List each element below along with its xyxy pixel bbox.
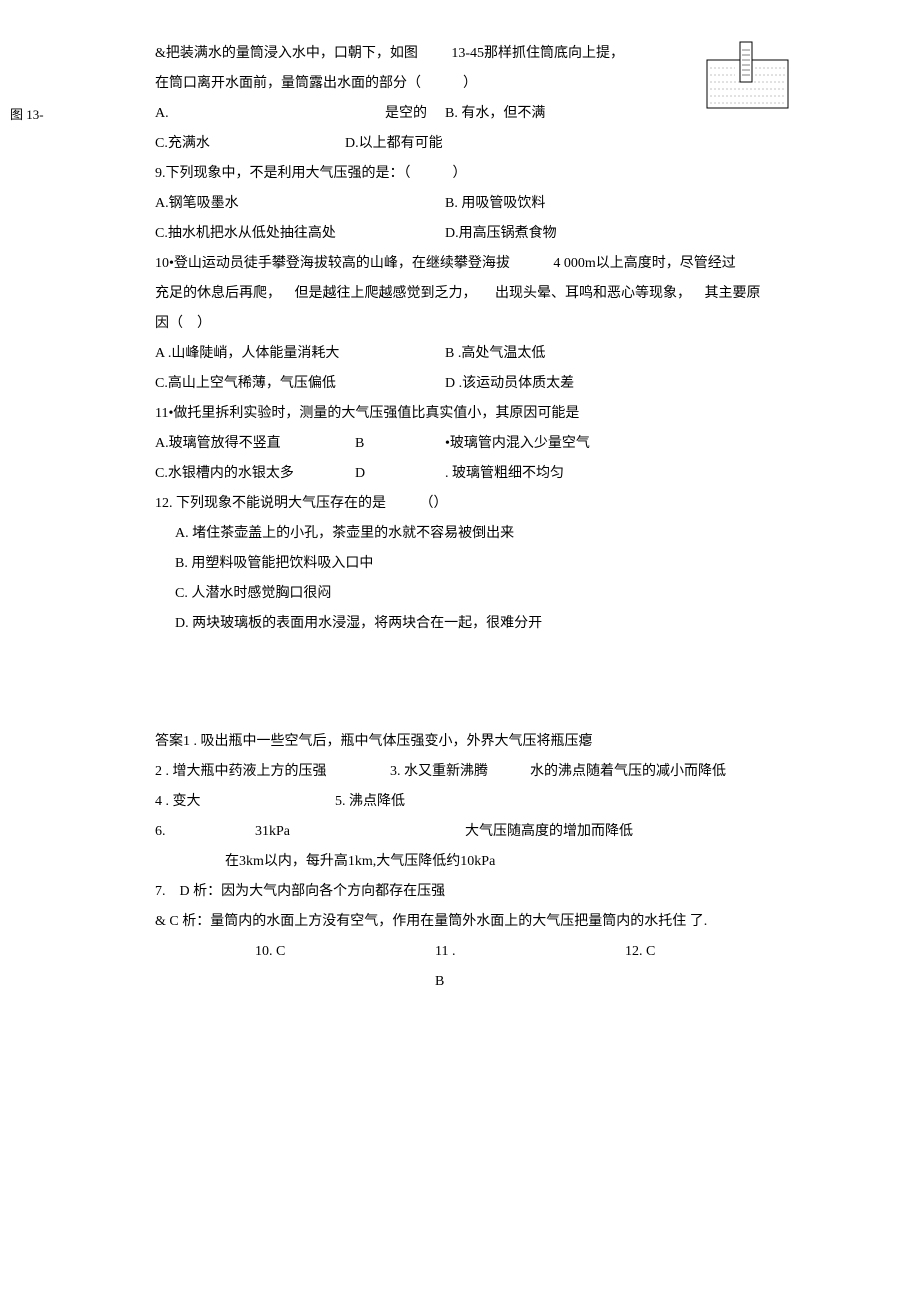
q12-optB: B. 用塑料吸管能把饮料吸入口中 (155, 550, 800, 578)
q12-optC: C. 人潜水时感觉胸口很闷 (155, 580, 800, 608)
ans4-5: 4 . 变大 5. 沸点降低 (155, 788, 800, 816)
ans10-12: 10. C 11 . 12. C (155, 938, 800, 966)
q8-optD: D.以上都有可能 (345, 130, 443, 158)
q11-optB-pre: B (355, 430, 445, 458)
figure-label: 图 13- (10, 102, 44, 128)
ans12: 12. C (625, 938, 655, 966)
ans6a: 6. (155, 818, 255, 846)
q10-l2d: 其主要原 (705, 286, 761, 301)
q11-opts-ab: A.玻璃管放得不竖直 B •玻璃管内混入少量空气 (155, 430, 800, 458)
q8-opts-cd: C.充满水 D.以上都有可能 (155, 130, 800, 158)
ans6: 6. 31kPa 大气压随高度的增加而降低 (155, 818, 800, 846)
q8-optA-pre: A. (155, 100, 385, 128)
q10-l1b: 4 000m以上高度时，尽管经过 (553, 256, 735, 271)
ans11: 11 . (435, 938, 625, 966)
ans8: & C 析：量筒内的水面上方没有空气，作用在量筒外水面上的大气压把量筒内的水托住… (155, 908, 800, 936)
q9-optB: B. 用吸管吸饮料 (445, 190, 545, 218)
q10-line1: 10•登山运动员徒手攀登海拔较高的山峰，在继续攀登海拔 4 000m以上高度时，… (155, 250, 800, 278)
ans5: 5. 沸点降低 (335, 788, 405, 816)
q10-line3: 因（ ） (155, 310, 800, 338)
q8-optA: 是空的 (385, 100, 445, 128)
q8-optB: B. 有水，但不满 (445, 100, 545, 128)
q10-l1a: 10•登山运动员徒手攀登海拔较高的山峰，在继续攀登海拔 (155, 256, 510, 271)
q10-optC: C.高山上空气稀薄，气压偏低 (155, 370, 445, 398)
q8-text1: &把装满水的量筒浸入水中，口朝下，如图 (155, 46, 418, 61)
ans3a: 3. 水又重新沸腾 (390, 758, 530, 786)
q11-stem: 11•做托里拆利实验时，测量的大气压强值比真实值小，其原因可能是 (155, 400, 800, 428)
ans7: 7. D 析：因为大气内部向各个方向都存在压强 (155, 878, 800, 906)
q9-stem: 9.下列现象中，不是利用大气压强的是：（ ） (155, 160, 800, 188)
answer-section: 答案1 . 吸出瓶中一些空气后，瓶中气体压强变小，外界大气压将瓶压瘪 2 . 增… (155, 728, 800, 996)
q10-opts-cd: C.高山上空气稀薄，气压偏低 D .该运动员体质太差 (155, 370, 800, 398)
q11-optB: •玻璃管内混入少量空气 (445, 430, 590, 458)
q9-optD: D.用高压锅煮食物 (445, 220, 557, 248)
q8-opts-ab: A. 是空的 B. 有水，但不满 (155, 100, 800, 128)
q10-optD: D .该运动员体质太差 (445, 370, 574, 398)
ans6b: 31kPa (255, 818, 465, 846)
q8-text1b: 13-45那样抓住筒底向上提， (451, 46, 624, 61)
q8-optC: C.充满水 (155, 130, 345, 158)
cylinder-diagram (705, 40, 790, 110)
q10-line2: 充足的休息后再爬， 但是越往上爬越感觉到乏力， 出现头晕、耳鸣和恶心等现象， 其… (155, 280, 800, 308)
q11-optC: C.水银槽内的水银太多 (155, 460, 355, 488)
ans2: 2 . 增大瓶中药液上方的压强 (155, 758, 390, 786)
q9-opts-cd: C.抽水机把水从低处抽往高处 D.用高压锅煮食物 (155, 220, 800, 248)
q10-l2a: 充足的休息后再爬， (155, 286, 281, 301)
ans11b: B (155, 968, 800, 996)
ans1: 答案1 . 吸出瓶中一些空气后，瓶中气体压强变小，外界大气压将瓶压瘪 (155, 728, 800, 756)
q10-l2c: 出现头晕、耳鸣和恶心等现象， (495, 286, 691, 301)
q10-optB: B .高处气温太低 (445, 340, 545, 368)
ans6c: 大气压随高度的增加而降低 (465, 818, 633, 846)
q11-opts-cd: C.水银槽内的水银太多 D . 玻璃管粗细不均匀 (155, 460, 800, 488)
q12-stem-b: （） (420, 496, 448, 511)
q9-optA: A.钢笔吸墨水 (155, 190, 445, 218)
q12-optD: D. 两块玻璃板的表面用水浸湿，将两块合在一起，很难分开 (155, 610, 800, 638)
q8-line1: &把装满水的量筒浸入水中，口朝下，如图 13-45那样抓住筒底向上提， (155, 40, 800, 68)
q9-optC: C.抽水机把水从低处抽往高处 (155, 220, 445, 248)
ans4: 4 . 变大 (155, 788, 335, 816)
ans3b: 水的沸点随着气压的减小而降低 (530, 758, 726, 786)
ans2-3: 2 . 增大瓶中药液上方的压强 3. 水又重新沸腾 水的沸点随着气压的减小而降低 (155, 758, 800, 786)
ans10: 10. C (255, 938, 435, 966)
ans6d: 在3km以内，每升高1km,大气压降低约10kPa (155, 848, 800, 876)
q12-optA: A. 堵住茶壶盖上的小孔，茶壶里的水就不容易被倒出来 (155, 520, 800, 548)
q11-optD-pre: D (355, 460, 445, 488)
q9-opts-ab: A.钢笔吸墨水 B. 用吸管吸饮料 (155, 190, 800, 218)
q8-line2: 在筒口离开水面前，量筒露出水面的部分（ ） (155, 70, 800, 98)
q11-optD: . 玻璃管粗细不均匀 (445, 460, 564, 488)
q12-stem-a: 12. 下列现象不能说明大气压存在的是 (155, 496, 386, 511)
q12-stem: 12. 下列现象不能说明大气压存在的是 （） (155, 490, 800, 518)
q10-opts-ab: A .山峰陡峭，人体能量消耗大 B .高处气温太低 (155, 340, 800, 368)
q11-optA: A.玻璃管放得不竖直 (155, 430, 355, 458)
q10-optA: A .山峰陡峭，人体能量消耗大 (155, 340, 445, 368)
q10-l2b: 但是越往上爬越感觉到乏力， (295, 286, 477, 301)
